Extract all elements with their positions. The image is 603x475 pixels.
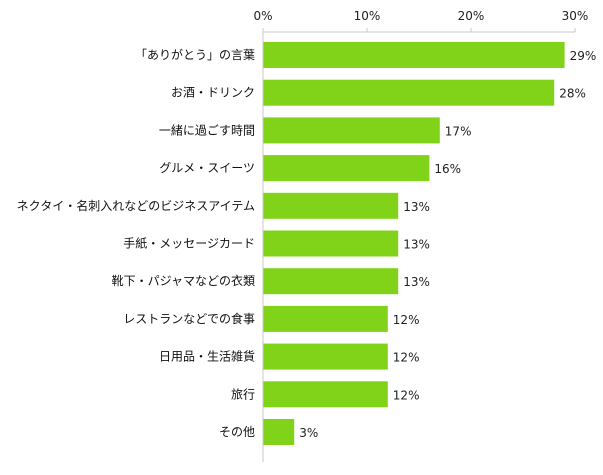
value-label: 29% [570, 49, 597, 63]
bar [263, 192, 399, 219]
value-label: 13% [403, 275, 430, 289]
value-label: 16% [434, 162, 461, 176]
category-label: その他 [219, 425, 255, 439]
category-label: 手紙・メッセージカード [123, 236, 255, 251]
bar [263, 79, 555, 106]
x-tick-label: 10% [354, 9, 381, 23]
value-label: 13% [403, 200, 430, 214]
value-label: 12% [393, 313, 420, 327]
bar [263, 117, 440, 144]
category-label: 日用品・生活雑貨 [159, 349, 255, 364]
category-label: レストランなどでの食事 [123, 311, 255, 326]
bar [263, 419, 295, 445]
x-tick-label: 20% [458, 9, 485, 23]
category-label: 靴下・パジャマなどの衣類 [112, 273, 255, 288]
bar [263, 268, 399, 295]
category-label: お酒・ドリンク [171, 86, 255, 100]
category-label: ネクタイ・名刺入れなどのビジネスアイテム [17, 198, 255, 213]
bar [263, 230, 399, 257]
bar [263, 343, 388, 370]
value-label: 12% [393, 351, 420, 365]
category-label: グルメ・スイーツ [159, 161, 255, 175]
bar [263, 155, 430, 182]
category-label: 「ありがとう」の言葉 [135, 47, 255, 62]
value-label: 17% [445, 124, 472, 138]
category-label: 一緒に過ごす時間 [159, 122, 255, 137]
bar [263, 42, 565, 68]
category-label: 旅行 [231, 387, 255, 401]
value-label: 3% [299, 426, 318, 440]
value-label: 13% [403, 238, 430, 252]
bar [263, 305, 388, 332]
x-tick-label: 30% [562, 9, 589, 23]
value-label: 12% [393, 388, 420, 402]
value-label: 28% [559, 87, 586, 101]
bar [263, 381, 388, 408]
x-tick-label: 0% [253, 9, 272, 23]
